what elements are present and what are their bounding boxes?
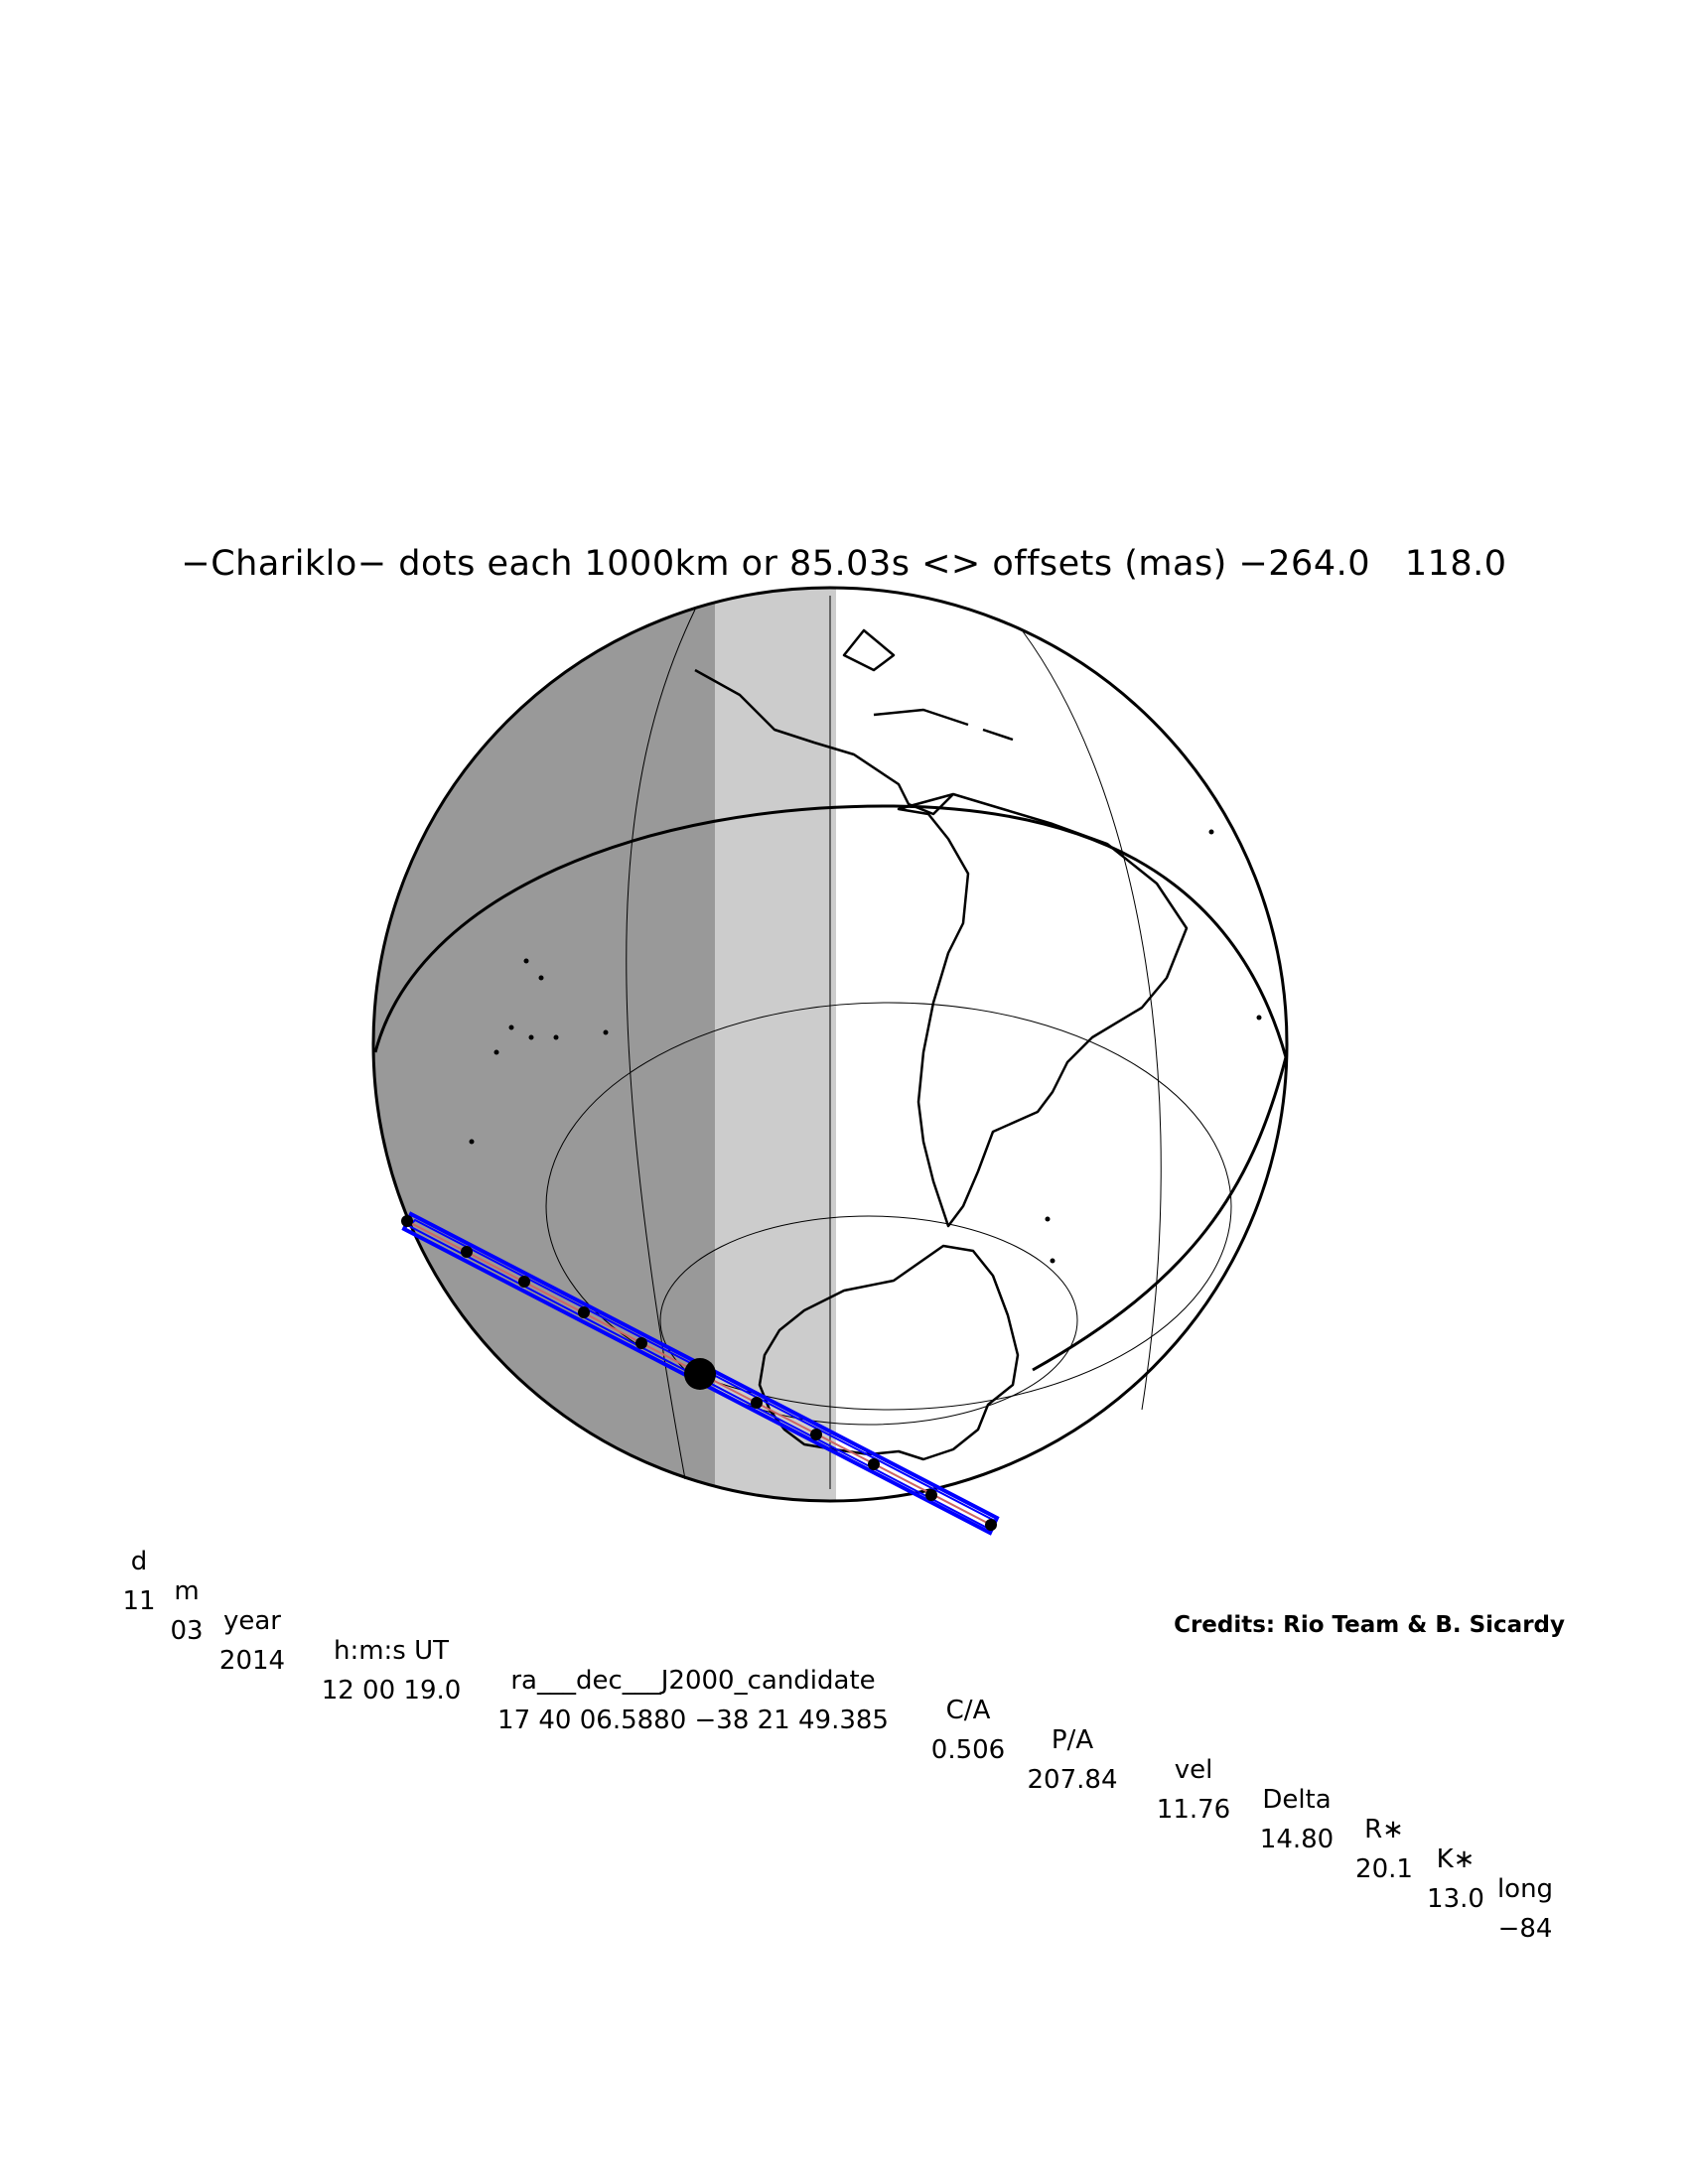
value-ca: 0.506 (930, 1735, 1006, 1765)
header-vel: vel (1174, 1755, 1213, 1785)
table-value-row: 11 03 2014 12 00 19.0 17 40 06.5880 −38 … (0, 1557, 1688, 1944)
closest-approach-dot (684, 1358, 716, 1390)
header-pa: P/A (1051, 1725, 1094, 1755)
value-delta: 14.80 (1259, 1825, 1335, 1854)
value-rstar: 20.1 (1355, 1854, 1413, 1884)
credits-text: Credits: Rio Team & B. Sicardy (1174, 1612, 1565, 1638)
path-dot (868, 1458, 880, 1470)
value-year: 2014 (218, 1646, 286, 1676)
globe-outline (371, 586, 1289, 1503)
path-dot (751, 1397, 763, 1409)
header-ca: C/A (945, 1696, 991, 1725)
globe-shading (373, 588, 1287, 1501)
night-region (373, 588, 720, 1501)
header-time: h:m:s UT (333, 1636, 450, 1666)
header-long: long (1496, 1874, 1554, 1904)
value-time: 12 00 19.0 (321, 1676, 462, 1706)
header-m: m (174, 1576, 200, 1606)
header-kstar: K∗ (1436, 1844, 1476, 1874)
header-coordinates: ra___dec___J2000_candidate (510, 1666, 876, 1696)
twilight-region (715, 588, 836, 1501)
header-d: d (130, 1547, 148, 1576)
header-delta: Delta (1262, 1785, 1332, 1815)
island-dots (469, 829, 1262, 1264)
path-dot (461, 1246, 473, 1258)
header-year: year (222, 1606, 282, 1636)
greenland-coast (842, 628, 896, 672)
path-dot (810, 1429, 822, 1440)
value-long: −84 (1497, 1914, 1553, 1944)
value-m: 03 (170, 1616, 204, 1646)
south-america-outline (897, 792, 1189, 1228)
central-america-coast (694, 668, 954, 816)
path-dot (925, 1489, 937, 1501)
path-dot (985, 1519, 997, 1531)
value-vel: 11.76 (1156, 1795, 1231, 1825)
value-coordinates: 17 40 06.5880 −38 21 49.385 (497, 1706, 889, 1735)
value-pa: 207.84 (1027, 1765, 1118, 1795)
header-rstar: R∗ (1364, 1815, 1404, 1844)
path-dot (635, 1337, 647, 1349)
table-header-row: d m year h:m:s UT ra___dec___J2000_candi… (0, 1517, 1688, 1904)
path-dots (401, 1215, 997, 1531)
value-d: 11 (122, 1586, 156, 1616)
path-dot (578, 1306, 590, 1318)
path-dot (401, 1215, 413, 1227)
value-kstar: 13.0 (1427, 1884, 1484, 1914)
path-dot (518, 1276, 530, 1288)
map-title: −Chariklo− dots each 1000km or 85.03s <>… (181, 544, 1507, 584)
graticule (545, 596, 1232, 1489)
caribbean-islands (873, 708, 1014, 742)
